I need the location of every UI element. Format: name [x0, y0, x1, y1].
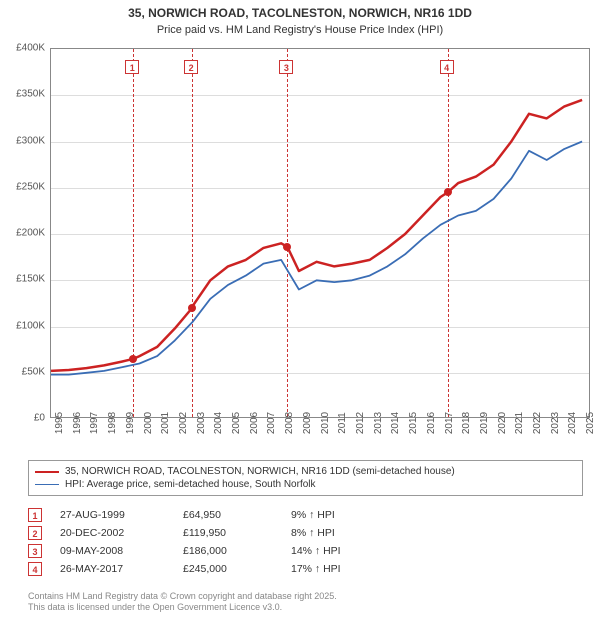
- y-tick-label: £350K: [0, 89, 45, 100]
- sale-badge: 1: [125, 60, 139, 74]
- sale-delta: 8% ↑ HPI: [291, 527, 391, 539]
- x-tick-label: 2009: [302, 412, 313, 434]
- legend-label: 35, NORWICH ROAD, TACOLNESTON, NORWICH, …: [65, 466, 455, 477]
- x-tick-label: 1999: [125, 412, 136, 434]
- sale-date: 20-DEC-2002: [60, 527, 165, 539]
- x-tick-label: 2019: [479, 412, 490, 434]
- x-tick-label: 2000: [143, 412, 154, 434]
- x-tick-label: 2010: [320, 412, 331, 434]
- footer-line2: This data is licensed under the Open Gov…: [28, 602, 337, 614]
- x-tick-label: 2001: [160, 412, 171, 434]
- x-tick-label: 2012: [355, 412, 366, 434]
- y-tick-label: £100K: [0, 320, 45, 331]
- sale-price: £186,000: [183, 545, 273, 557]
- sales-row: 4 26-MAY-2017 £245,000 17% ↑ HPI: [28, 560, 583, 578]
- x-tick-label: 2016: [426, 412, 437, 434]
- x-tick-label: 2017: [444, 412, 455, 434]
- y-tick-label: £50K: [0, 366, 45, 377]
- x-tick-label: 2014: [390, 412, 401, 434]
- series-svg: [51, 49, 591, 419]
- chart-subtitle: Price paid vs. HM Land Registry's House …: [0, 24, 600, 40]
- y-tick-label: £150K: [0, 274, 45, 285]
- sale-number-badge: 4: [28, 562, 42, 576]
- sale-badge: 2: [184, 60, 198, 74]
- y-tick-label: £250K: [0, 181, 45, 192]
- x-tick-label: 2024: [567, 412, 578, 434]
- y-tick-label: £0: [0, 413, 45, 424]
- sale-number-badge: 3: [28, 544, 42, 558]
- x-tick-label: 2021: [514, 412, 525, 434]
- sales-row: 1 27-AUG-1999 £64,950 9% ↑ HPI: [28, 506, 583, 524]
- sales-row: 3 09-MAY-2008 £186,000 14% ↑ HPI: [28, 542, 583, 560]
- x-tick-label: 2015: [408, 412, 419, 434]
- x-tick-label: 2025: [585, 412, 596, 434]
- sale-badge: 3: [279, 60, 293, 74]
- sale-price: £64,950: [183, 509, 273, 521]
- sales-table: 1 27-AUG-1999 £64,950 9% ↑ HPI 2 20-DEC-2002 £…: [28, 506, 583, 578]
- x-tick-label: 1997: [89, 412, 100, 434]
- x-tick-label: 1995: [54, 412, 65, 434]
- sale-point-marker: [444, 188, 452, 196]
- legend-row: HPI: Average price, semi-detached house,…: [35, 478, 576, 491]
- legend: 35, NORWICH ROAD, TACOLNESTON, NORWICH, …: [28, 460, 583, 496]
- series-line: [51, 100, 582, 371]
- sale-date: 26-MAY-2017: [60, 563, 165, 575]
- x-tick-label: 2020: [497, 412, 508, 434]
- sale-badge: 4: [440, 60, 454, 74]
- y-tick-label: £400K: [0, 43, 45, 54]
- x-tick-label: 2007: [266, 412, 277, 434]
- x-tick-label: 2006: [249, 412, 260, 434]
- sale-point-marker: [188, 304, 196, 312]
- x-tick-label: 1998: [107, 412, 118, 434]
- y-tick-label: £200K: [0, 228, 45, 239]
- x-tick-label: 2023: [550, 412, 561, 434]
- legend-swatch: [35, 471, 59, 473]
- x-tick-label: 2018: [461, 412, 472, 434]
- page-container: 35, NORWICH ROAD, TACOLNESTON, NORWICH, …: [0, 0, 600, 620]
- x-tick-label: 2003: [196, 412, 207, 434]
- chart-title: 35, NORWICH ROAD, TACOLNESTON, NORWICH, …: [0, 0, 600, 24]
- legend-label: HPI: Average price, semi-detached house,…: [65, 479, 316, 490]
- sales-row: 2 20-DEC-2002 £119,950 8% ↑ HPI: [28, 524, 583, 542]
- x-tick-label: 2011: [337, 412, 348, 434]
- sale-delta: 9% ↑ HPI: [291, 509, 391, 521]
- sale-point-marker: [283, 243, 291, 251]
- sale-date: 27-AUG-1999: [60, 509, 165, 521]
- plot-region: [50, 48, 590, 418]
- footer-attribution: Contains HM Land Registry data © Crown c…: [28, 591, 337, 614]
- legend-swatch: [35, 484, 59, 485]
- legend-row: 35, NORWICH ROAD, TACOLNESTON, NORWICH, …: [35, 465, 576, 478]
- series-line: [51, 142, 582, 375]
- x-tick-label: 2002: [178, 412, 189, 434]
- sale-point-marker: [129, 355, 137, 363]
- sale-delta: 17% ↑ HPI: [291, 563, 391, 575]
- sale-price: £119,950: [183, 527, 273, 539]
- y-tick-label: £300K: [0, 135, 45, 146]
- sale-number-badge: 2: [28, 526, 42, 540]
- x-tick-label: 2005: [231, 412, 242, 434]
- x-tick-label: 2008: [284, 412, 295, 434]
- footer-line1: Contains HM Land Registry data © Crown c…: [28, 591, 337, 603]
- sale-delta: 14% ↑ HPI: [291, 545, 391, 557]
- sale-number-badge: 1: [28, 508, 42, 522]
- chart-area: £0£50K£100K£150K£200K£250K£300K£350K£400…: [50, 48, 590, 418]
- sale-price: £245,000: [183, 563, 273, 575]
- x-tick-label: 1996: [72, 412, 83, 434]
- x-tick-label: 2022: [532, 412, 543, 434]
- x-tick-label: 2013: [373, 412, 384, 434]
- x-tick-label: 2004: [213, 412, 224, 434]
- sale-date: 09-MAY-2008: [60, 545, 165, 557]
